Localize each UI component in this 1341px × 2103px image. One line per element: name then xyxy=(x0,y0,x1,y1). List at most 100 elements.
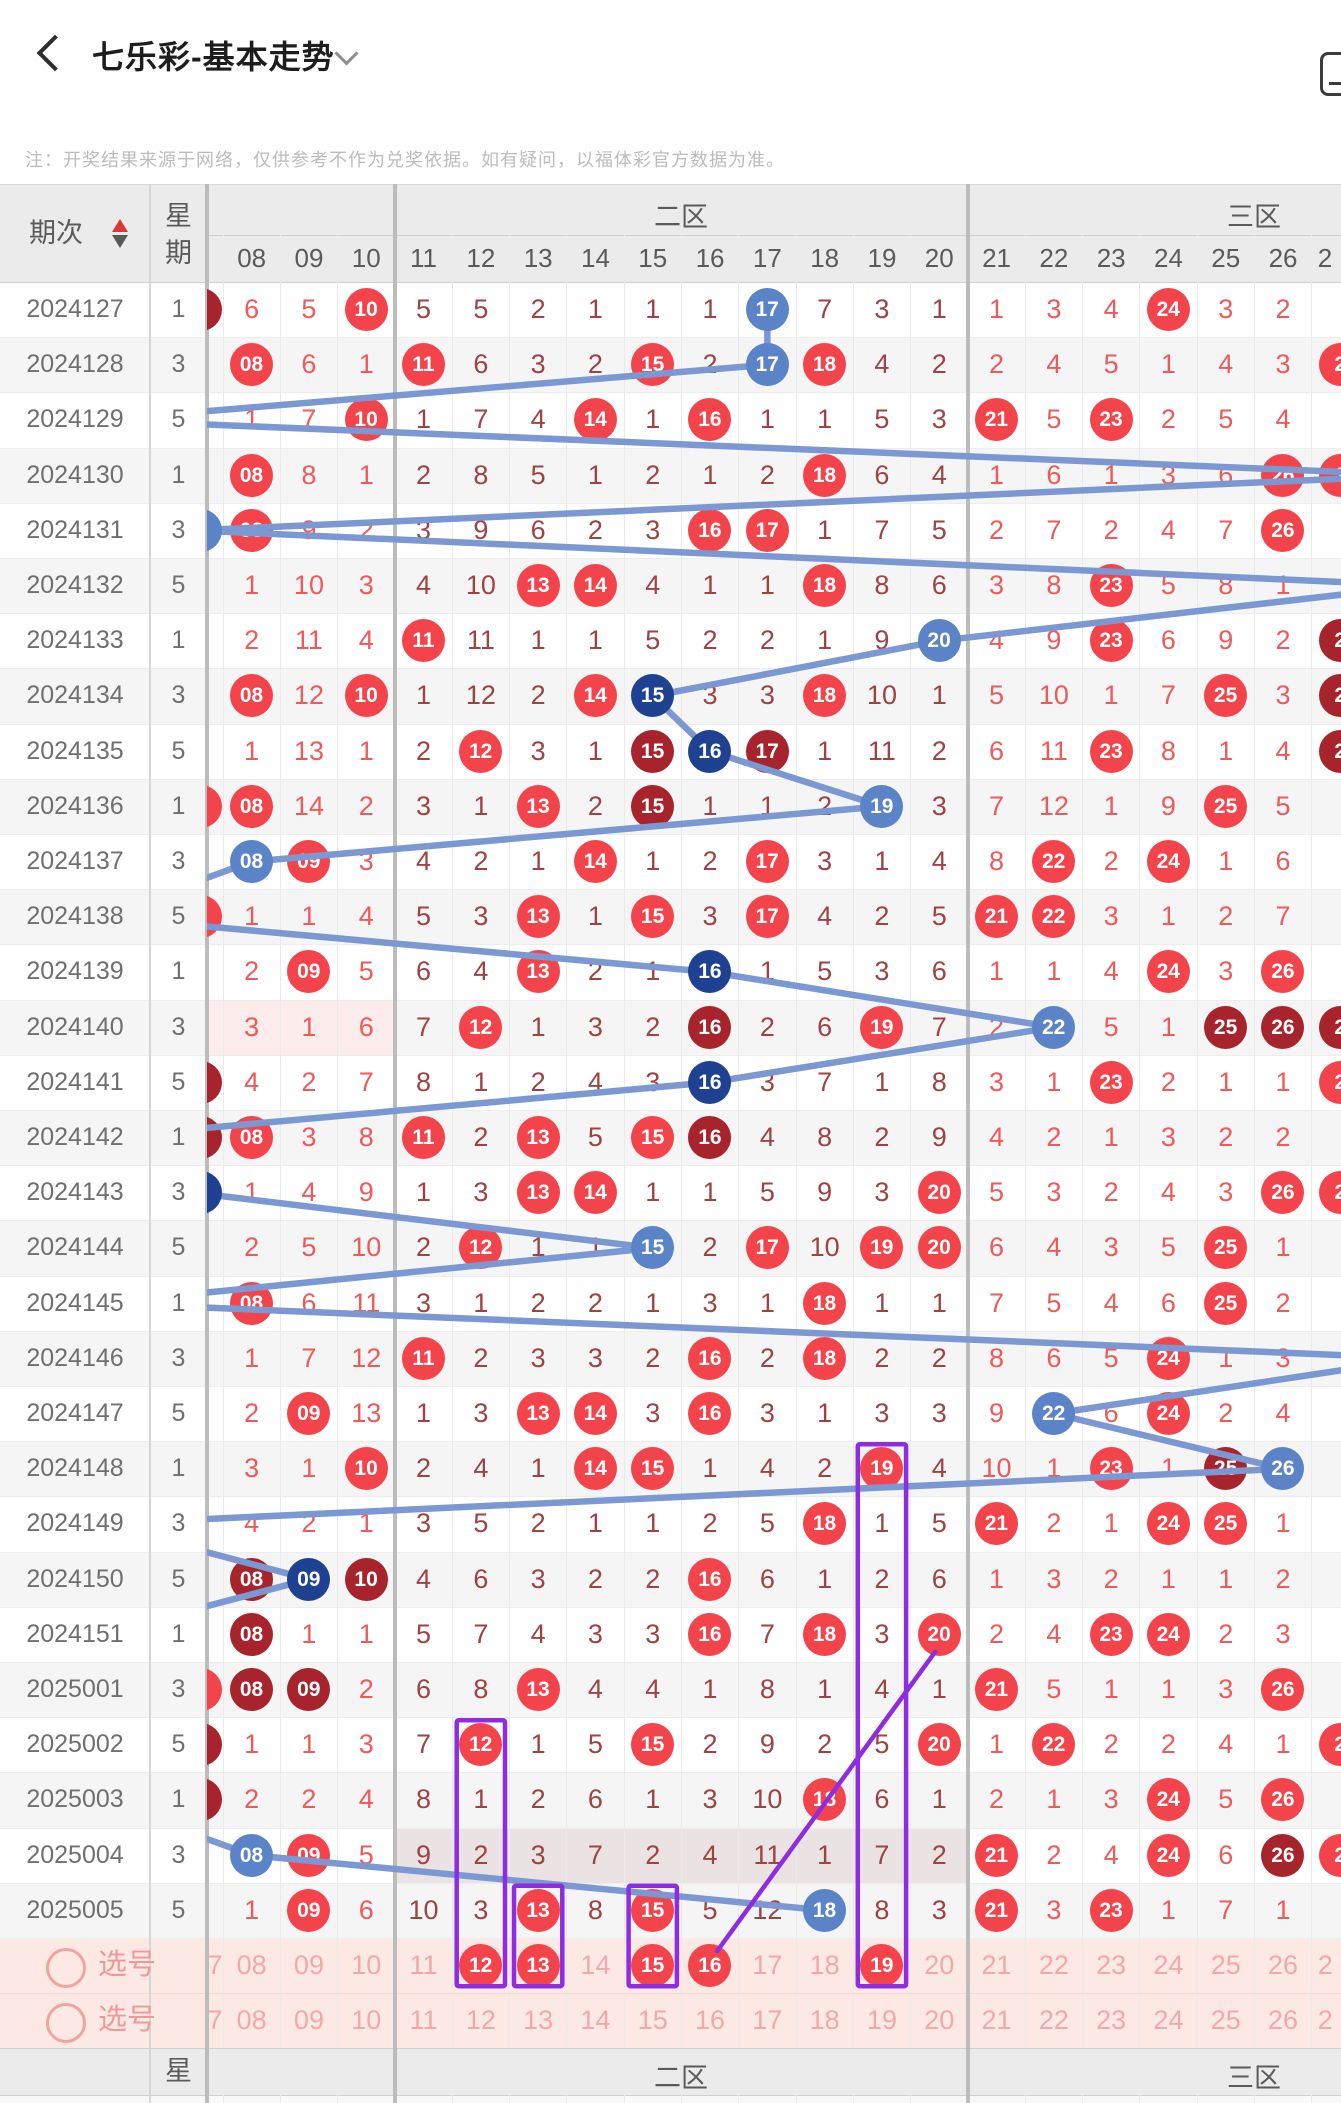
selected-number-ball[interactable]: 13 xyxy=(516,1944,560,1987)
pick-number-cell[interactable]: 10 xyxy=(351,2005,382,2036)
miss-count-cell: 2 xyxy=(1103,1729,1119,1760)
pick-circle-button[interactable] xyxy=(46,2003,86,2044)
pick-number-cell[interactable]: 11 xyxy=(409,2005,438,2036)
miss-count-cell: 3 xyxy=(530,1563,546,1594)
pick-number-cell[interactable]: 18 xyxy=(809,1950,840,1980)
miss-count-cell: 1 xyxy=(817,1563,833,1594)
pick-number-cell[interactable]: 24 xyxy=(1153,2005,1184,2036)
number-ball: 16 xyxy=(688,398,732,442)
number-ball: 11 xyxy=(401,343,445,387)
pick-number-cell[interactable]: 08 xyxy=(236,1950,267,1980)
pick-number-cell[interactable]: 15 xyxy=(637,2005,668,2036)
number-ball: 24 xyxy=(1146,1833,1190,1877)
pick-number-cell[interactable]: 24 xyxy=(1153,1950,1184,1980)
miss-count-cell: 1 xyxy=(530,1011,546,1042)
pick-number-cell[interactable]: 14 xyxy=(580,2005,611,2036)
miss-count-cell: 1 xyxy=(874,846,890,876)
pick-number-cell[interactable]: 21 xyxy=(981,2005,1012,2036)
corner-panel-icon[interactable] xyxy=(1320,52,1341,96)
miss-count-cell: 5 xyxy=(416,294,432,324)
grid-line xyxy=(795,2095,797,2103)
miss-count-cell: 1 xyxy=(301,901,317,932)
pick-number-cell[interactable]: 23 xyxy=(1096,1950,1127,1980)
miss-count-cell: 1 xyxy=(931,680,947,711)
miss-count-cell: 2 xyxy=(645,459,661,490)
miss-count-cell: 1 xyxy=(817,1398,833,1428)
pick-number-cell[interactable]: 19 xyxy=(866,2005,897,2036)
pick-number-cell[interactable]: 10 xyxy=(351,1950,382,1980)
weekday-cell: 1 xyxy=(171,957,186,986)
clipped-left-ball xyxy=(207,1662,223,1717)
pick-number-cell[interactable]: 08 xyxy=(236,2005,267,2036)
miss-count-cell: 4 xyxy=(1275,735,1291,766)
pick-number-cell[interactable]: 26 xyxy=(1268,2005,1299,2036)
number-ball: 24 xyxy=(1146,840,1190,883)
miss-count-cell: 8 xyxy=(989,1342,1005,1373)
pick-number-cell[interactable]: 17 xyxy=(752,2005,783,2036)
miss-count-cell: 1 xyxy=(1160,1453,1176,1484)
grid-line xyxy=(509,2095,510,2103)
number-ball: 08 xyxy=(230,784,273,828)
pick-number-cell[interactable]: 20 xyxy=(924,2005,955,2036)
selected-number-ball[interactable]: 15 xyxy=(631,1944,675,1987)
number-ball-partial: 2 xyxy=(1318,343,1341,387)
miss-count-cell: 1 xyxy=(1275,1729,1291,1760)
pick-number-cell[interactable]: 13 xyxy=(523,2005,554,2036)
grid-line xyxy=(910,2095,912,2103)
miss-count-cell: 3 xyxy=(587,1011,603,1042)
miss-count-cell: 2 xyxy=(416,459,432,490)
miss-count-cell: 1 xyxy=(931,1784,947,1815)
miss-count-cell: 1 xyxy=(473,1784,489,1815)
miss-count-cell: 2 xyxy=(874,1122,890,1152)
pick-number-cell[interactable]: 14 xyxy=(580,1950,611,1980)
pick-number-cell[interactable]: 23 xyxy=(1096,2005,1127,2036)
pick-number-cell[interactable]: 09 xyxy=(293,2005,324,2036)
sort-desc-icon xyxy=(112,235,128,248)
miss-count-cell: 4 xyxy=(1046,1618,1062,1649)
miss-count-cell: 4 xyxy=(817,901,833,932)
miss-count-cell: 1 xyxy=(989,294,1005,324)
number-ball: 14 xyxy=(573,674,617,718)
miss-count-cell: 14 xyxy=(293,790,324,821)
clipped-right-ball: 2 xyxy=(1312,668,1341,723)
pick-number-cell[interactable]: 25 xyxy=(1210,1950,1241,1980)
number-ball: 22 xyxy=(1032,1723,1076,1767)
pick-circle-button[interactable] xyxy=(46,1948,86,1988)
miss-count-cell: 5 xyxy=(817,956,833,987)
miss-count-cell: 6 xyxy=(931,1563,947,1594)
number-ball: 26 xyxy=(1261,950,1305,994)
pick-number-cell[interactable]: 21 xyxy=(981,1950,1012,1980)
number-ball: 10 xyxy=(344,1447,388,1491)
selected-number-ball[interactable]: 19 xyxy=(860,1944,904,1987)
pick-number-cell[interactable]: 18 xyxy=(809,2005,840,2036)
number-ball: 08 xyxy=(230,1557,273,1601)
miss-count-cell: 2 xyxy=(530,1066,546,1097)
number-ball-partial: 2 xyxy=(1318,729,1341,773)
pick-number-cell[interactable]: 17 xyxy=(752,1950,783,1980)
miss-count-cell: 2 xyxy=(301,1784,317,1815)
miss-count-cell: 3 xyxy=(1218,956,1234,987)
miss-count-cell: 7 xyxy=(301,404,317,435)
miss-count-cell: 3 xyxy=(587,1342,603,1373)
pick-number-cell[interactable]: 25 xyxy=(1210,2005,1241,2036)
pick-number-cell[interactable]: 16 xyxy=(695,2005,726,2036)
miss-count-cell: 7 xyxy=(1218,1894,1234,1925)
pick-number-cell[interactable]: 22 xyxy=(1038,1950,1069,1980)
miss-count-cell: 3 xyxy=(530,349,546,380)
miss-count-cell: 4 xyxy=(1218,1729,1234,1760)
pick-number-cell[interactable]: 11 xyxy=(409,1950,438,1980)
miss-count-cell: 4 xyxy=(931,459,947,490)
zone2-header: 二区 xyxy=(654,202,708,232)
miss-count-cell: 4 xyxy=(301,1177,317,1208)
pick-number-cell[interactable]: 26 xyxy=(1268,1950,1299,1980)
sort-button[interactable] xyxy=(112,219,128,248)
weekday-cell: 1 xyxy=(171,1785,186,1814)
pick-number-cell[interactable]: 09 xyxy=(293,1950,324,1980)
miss-count-cell: 3 xyxy=(358,1729,374,1760)
pick-number-cell[interactable]: 20 xyxy=(924,1950,955,1980)
selected-number-ball[interactable]: 12 xyxy=(459,1944,503,1987)
pick-number-cell[interactable]: 22 xyxy=(1038,2005,1069,2036)
number-ball: 21 xyxy=(974,1502,1018,1546)
pick-number-cell[interactable]: 12 xyxy=(465,2005,496,2036)
